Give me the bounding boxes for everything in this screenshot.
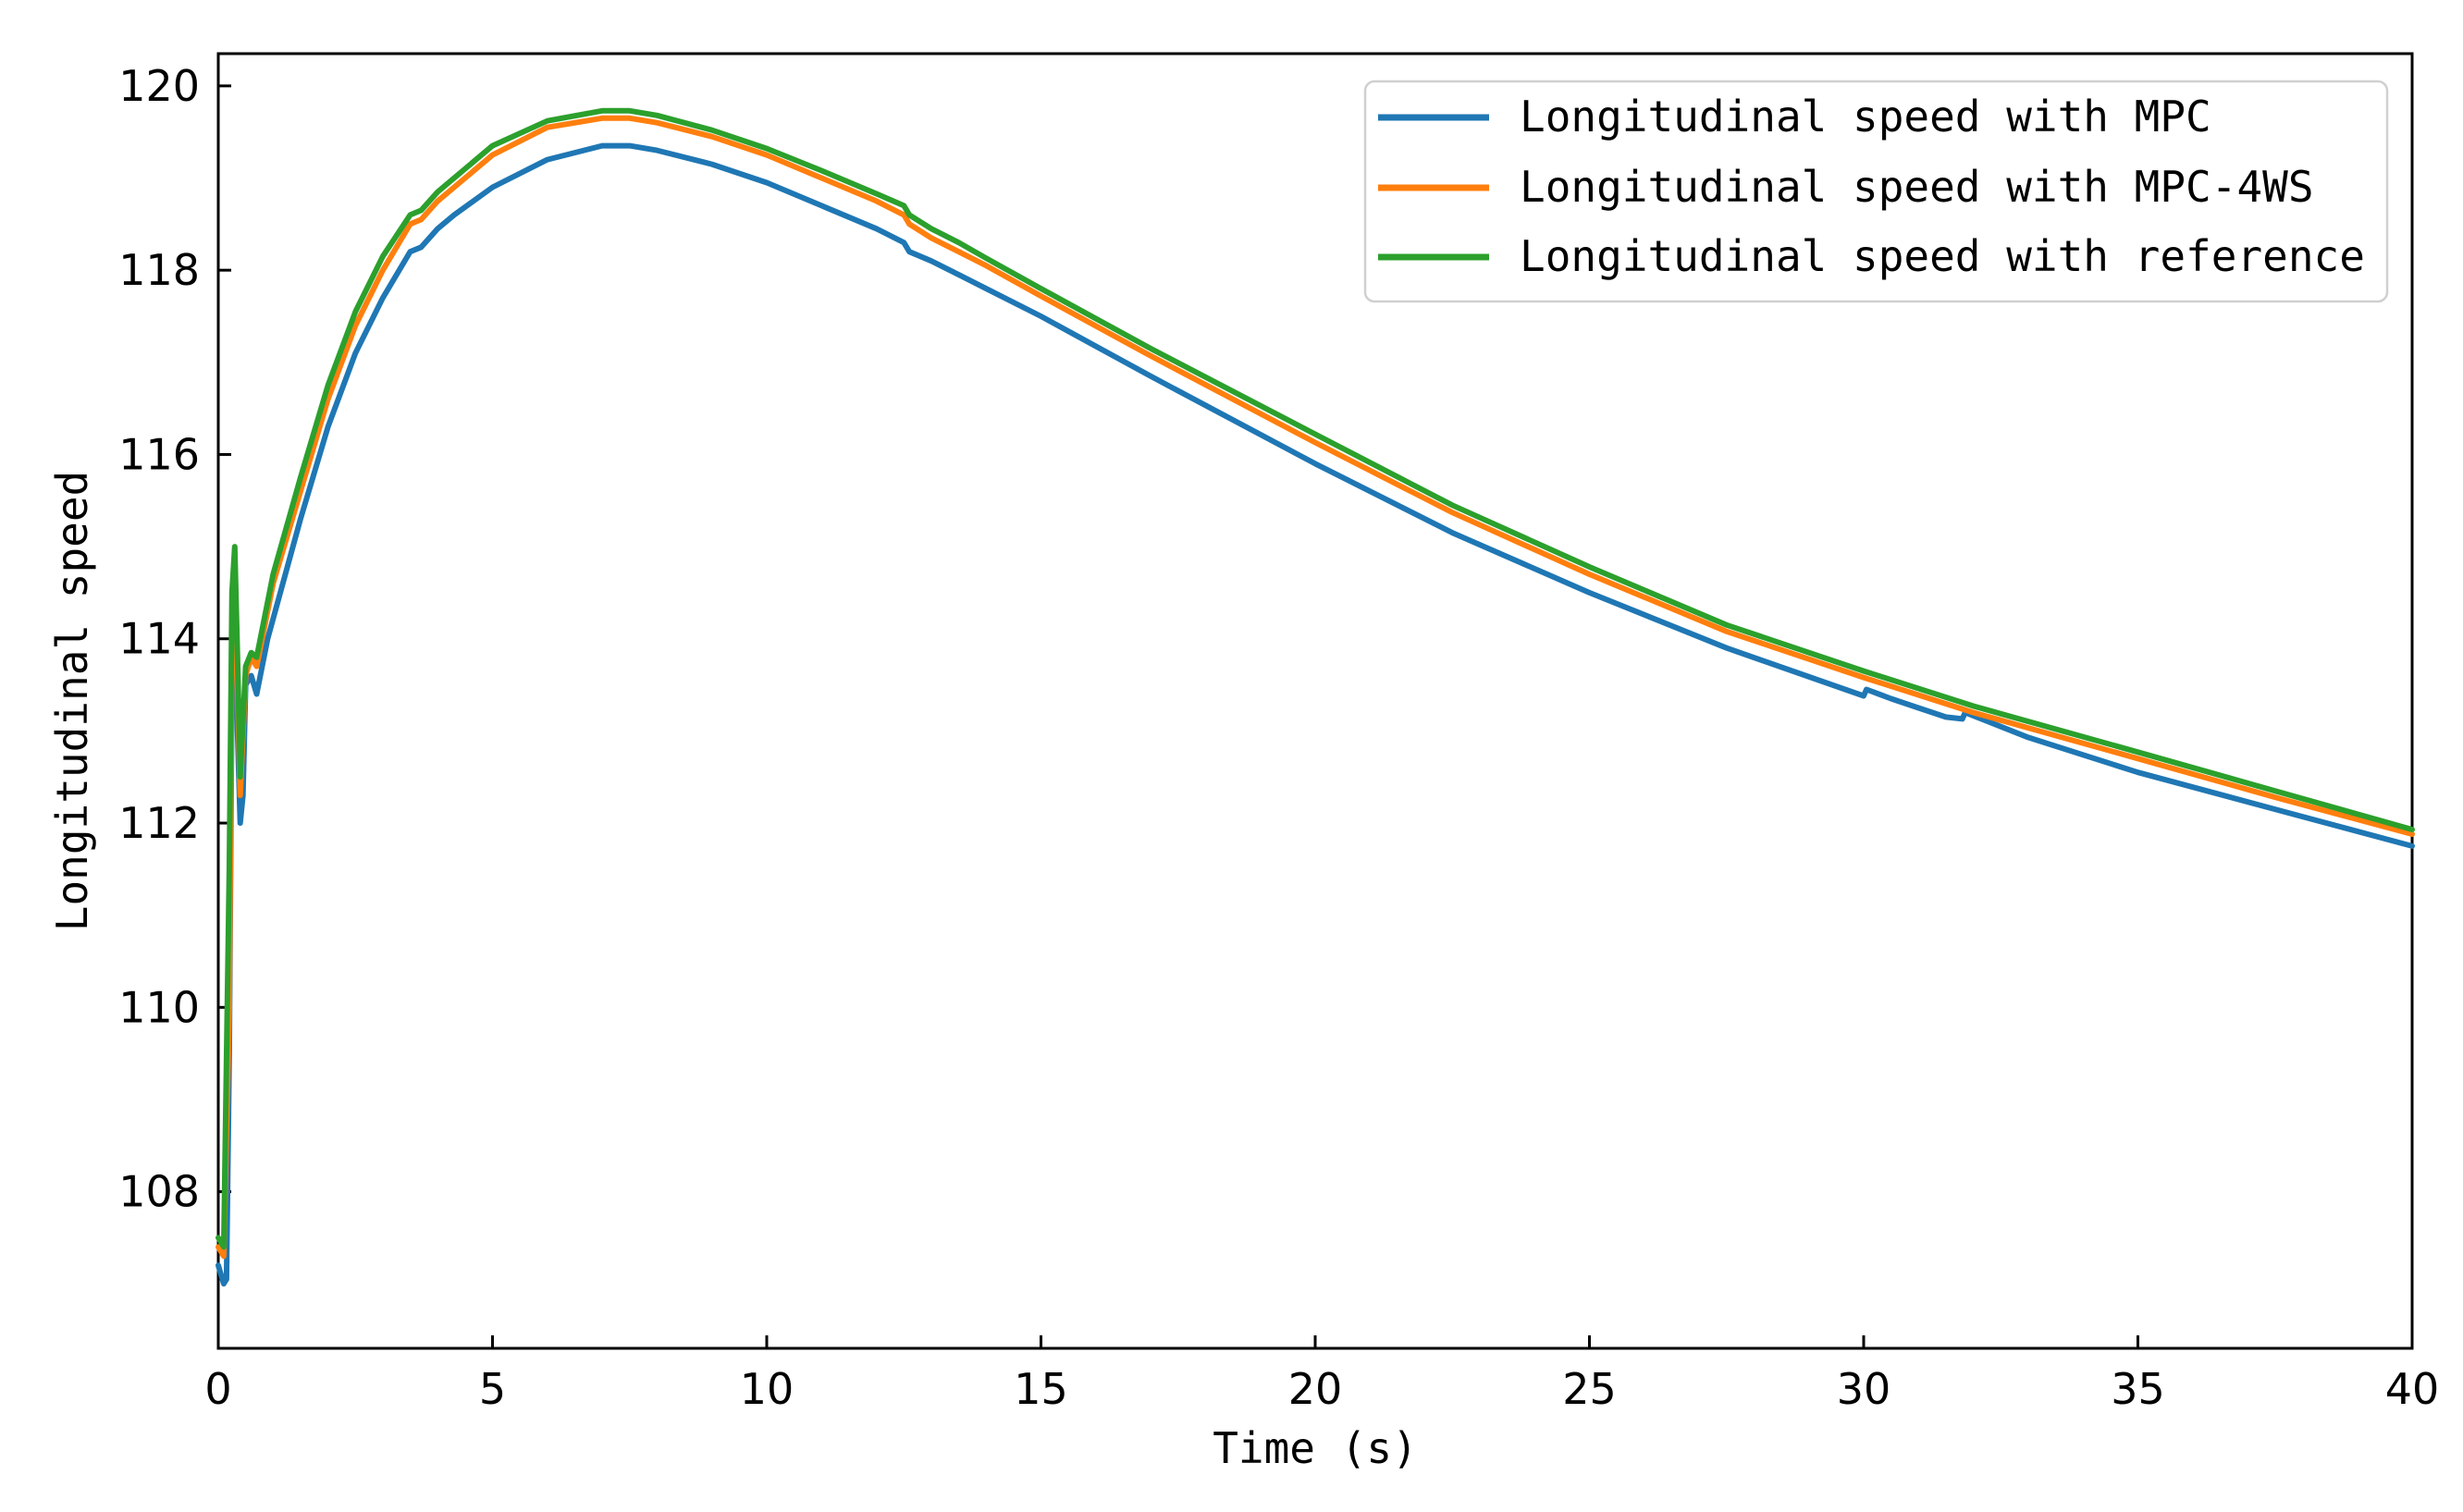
x-tick-label-0: 0 [204,1364,231,1414]
y-tick-label-112: 112 [118,798,200,848]
y-tick-label-108: 108 [118,1167,200,1217]
y-tick-label-116: 116 [118,429,200,479]
legend: Longitudinal speed with MPC Longitudinal… [1363,80,2389,303]
x-tick-label-10: 10 [740,1364,794,1414]
x-tick-label-5: 5 [479,1364,506,1414]
x-tick-label-35: 35 [2111,1364,2165,1414]
y-tick-label-120: 120 [118,61,200,111]
x-tick-label-15: 15 [1014,1364,1068,1414]
series-line-longitudinal-speed-with-reference [216,107,2415,1250]
x-tick-label-20: 20 [1288,1364,1343,1414]
legend-box [1363,80,2389,303]
y-tick-label-110: 110 [118,982,200,1032]
x-tick-label-40: 40 [2385,1364,2440,1414]
legend-label-mpc-4ws: Longitudinal speed with MPC-4WS [1520,162,2314,212]
x-tick-label-30: 30 [1837,1364,1891,1414]
legend-label-mpc: Longitudinal speed with MPC [1520,92,2211,141]
legend-label-reference: Longitudinal speed with reference [1520,231,2365,281]
y-axis-ticks: 108 110 112 114 116 118 120 [118,61,231,1217]
series-lines [216,107,2415,1287]
y-tick-label-118: 118 [118,245,200,295]
x-axis-label: Time (s) [1213,1423,1418,1473]
x-tick-label-25: 25 [1562,1364,1617,1414]
x-axis-ticks: 0 5 10 15 20 25 30 35 40 [204,1335,2439,1414]
y-tick-label-114: 114 [118,614,200,664]
y-axis-label: Longitudinal speed [47,471,97,932]
